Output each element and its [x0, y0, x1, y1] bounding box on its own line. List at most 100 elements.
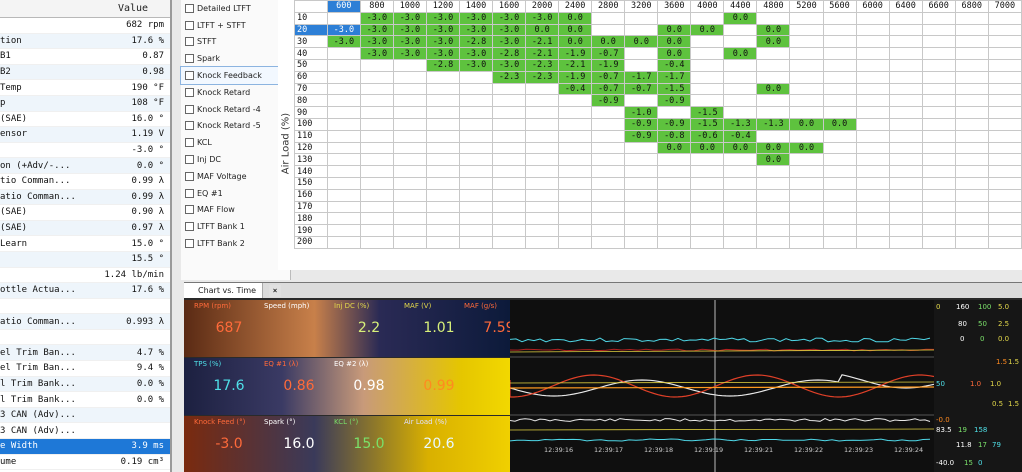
grid-cell[interactable] — [392, 153, 427, 167]
grid-cell[interactable] — [789, 70, 824, 84]
grid-cell[interactable] — [723, 35, 758, 49]
row-header[interactable]: 160 — [294, 188, 328, 202]
checkbox[interactable] — [185, 54, 194, 64]
row-header[interactable]: 110 — [294, 129, 328, 143]
grid-cell[interactable] — [888, 35, 923, 49]
checkbox[interactable] — [185, 155, 194, 165]
grid-cell[interactable] — [921, 176, 956, 190]
parameter-row[interactable]: l Trim Bank... 0.0 % — [0, 392, 170, 408]
grid-cell[interactable] — [855, 235, 890, 249]
grid-cell[interactable] — [723, 188, 758, 202]
grid-cell[interactable] — [624, 141, 659, 155]
grid-cell[interactable] — [425, 141, 461, 155]
grid-cell[interactable] — [888, 58, 923, 72]
grid-cell[interactable] — [392, 188, 427, 202]
grid-cell[interactable] — [525, 153, 560, 167]
parameter-row[interactable]: tion 17.6 % — [0, 33, 170, 50]
grid-cell[interactable] — [690, 35, 725, 49]
grid-cell[interactable]: -3.0 — [359, 23, 394, 37]
grid-cell[interactable] — [458, 70, 494, 84]
grid-cell[interactable] — [591, 235, 626, 249]
parameter-row[interactable]: 15.5 ° — [0, 251, 170, 268]
grid-cell[interactable]: -2.3 — [492, 70, 527, 84]
table-list-item[interactable]: LTFT Bank 1 — [181, 218, 290, 235]
grid-cell[interactable]: 0.0 — [822, 117, 857, 131]
checkbox[interactable] — [185, 222, 194, 232]
grid-cell[interactable] — [921, 94, 956, 108]
grid-cell[interactable] — [921, 23, 956, 37]
grid-cell[interactable] — [657, 224, 692, 237]
table-list-item[interactable]: STFT — [181, 34, 290, 51]
grid-cell[interactable] — [359, 129, 394, 143]
grid-cell[interactable]: 0.0 — [756, 23, 791, 37]
grid-cell[interactable] — [359, 188, 394, 202]
grid-cell[interactable] — [326, 235, 361, 249]
grid-cell[interactable] — [855, 188, 890, 202]
grid-cell[interactable] — [326, 165, 361, 178]
grid-cell[interactable] — [855, 200, 890, 214]
grid-cell[interactable] — [558, 176, 593, 190]
grid-cell[interactable] — [921, 235, 956, 249]
grid-cell[interactable]: -1.7 — [657, 70, 692, 84]
row-header[interactable]: 70 — [294, 82, 328, 96]
grid-cell[interactable] — [525, 176, 560, 190]
grid-cell[interactable] — [458, 129, 494, 143]
grid-cell[interactable] — [987, 58, 1022, 72]
parameter-row[interactable]: (SAE) 0.90 λ — [0, 205, 170, 221]
column-header[interactable]: 2400 — [558, 0, 593, 13]
column-header[interactable]: 600 — [326, 0, 361, 13]
grid-cell[interactable]: -1.7 — [624, 70, 659, 84]
grid-cell[interactable] — [987, 141, 1022, 155]
grid-cell[interactable] — [591, 176, 626, 190]
grid-cell[interactable] — [558, 94, 593, 108]
grid-cell[interactable] — [690, 224, 725, 237]
grid-cell[interactable]: -2.8 — [458, 35, 494, 49]
grid-cell[interactable] — [525, 165, 560, 178]
grid-cell[interactable] — [987, 129, 1022, 143]
table-list-item[interactable]: Spark — [181, 50, 290, 67]
grid-cell[interactable] — [954, 106, 989, 119]
grid-cell[interactable] — [756, 129, 791, 143]
grid-cell[interactable]: -2.1 — [525, 35, 560, 49]
grid-cell[interactable] — [624, 212, 659, 226]
grid-cell[interactable] — [822, 58, 857, 72]
close-icon[interactable]: × — [269, 284, 282, 297]
time-chart-plot[interactable] — [510, 300, 934, 472]
grid-cell[interactable] — [954, 58, 989, 72]
grid-cell[interactable] — [591, 212, 626, 226]
grid-cell[interactable] — [888, 153, 923, 167]
grid-cell[interactable] — [458, 188, 494, 202]
grid-cell[interactable] — [822, 23, 857, 37]
grid-cell[interactable] — [855, 106, 890, 119]
grid-cell[interactable] — [789, 23, 824, 37]
parameter-row[interactable]: l Trim Bank... 0.0 % — [0, 376, 170, 393]
row-header[interactable]: 30 — [294, 35, 328, 49]
parameter-row[interactable]: el Trim Ban... 4.7 % — [0, 345, 170, 362]
parameter-row[interactable] — [0, 330, 170, 346]
grid-cell[interactable] — [987, 165, 1022, 178]
grid-cell[interactable] — [392, 176, 427, 190]
grid-cell[interactable] — [888, 117, 923, 131]
grid-cell[interactable] — [458, 212, 494, 226]
grid-cell[interactable] — [624, 58, 659, 72]
grid-cell[interactable]: -0.9 — [657, 94, 692, 108]
grid-cell[interactable] — [690, 11, 725, 25]
grid-cell[interactable] — [591, 188, 626, 202]
grid-cell[interactable]: -1.5 — [690, 106, 725, 119]
grid-cell[interactable]: 0.0 — [789, 141, 824, 155]
column-header[interactable]: 3200 — [624, 0, 659, 13]
grid-cell[interactable] — [690, 58, 725, 72]
grid-cell[interactable] — [888, 106, 923, 119]
grid-cell[interactable]: -3.0 — [425, 11, 461, 25]
data-grid[interactable]: 600 800 1000 1200 1400 1600 2000 2400 2800 3200 36… — [294, 0, 1022, 249]
grid-cell[interactable] — [954, 94, 989, 108]
checkbox[interactable] — [185, 121, 194, 131]
grid-cell[interactable] — [624, 47, 659, 60]
grid-cell[interactable] — [359, 153, 394, 167]
grid-cell[interactable] — [888, 94, 923, 108]
grid-cell[interactable]: -0.7 — [591, 82, 626, 96]
grid-cell[interactable]: -0.9 — [657, 117, 692, 131]
column-header[interactable]: 6400 — [888, 0, 923, 13]
grid-cell[interactable] — [987, 176, 1022, 190]
grid-cell[interactable] — [822, 35, 857, 49]
